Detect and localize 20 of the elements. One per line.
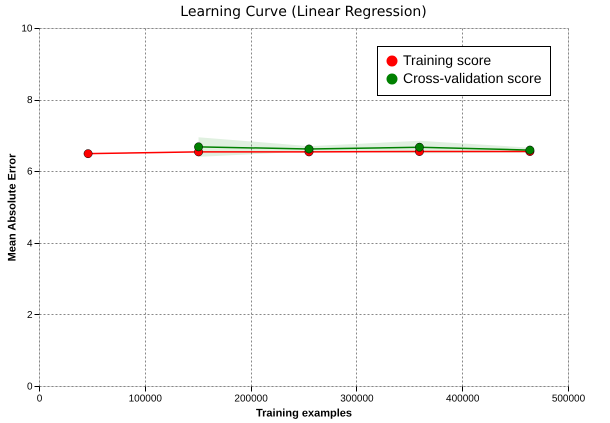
y-tick-label: 2 [26,310,33,321]
y-tick-label: 4 [26,238,33,250]
x-tick-label: 500000 [552,394,586,404]
y-tick-label: 6 [26,166,33,178]
y-axis-title: Mean Absolute Error [6,152,18,262]
point [84,149,93,158]
x-tick-label: 400000 [446,394,480,404]
chart-title: Learning Curve (Linear Regression) [180,4,427,20]
y-tick-label: 0 [26,382,33,392]
point [194,142,203,152]
x-tick-label: 0 [36,394,43,404]
point [415,142,424,152]
legend-label: Training score [403,52,492,68]
legend-label: Cross-validation score [403,70,542,86]
x-tick-label: 200000 [234,394,268,404]
x-tick-label: 300000 [340,394,374,404]
x-tick-label: 100000 [128,394,162,404]
y-tick-label: 10 [21,24,33,34]
x-axis-title: Training examples [256,408,352,420]
y-tick-label: 8 [26,95,33,106]
